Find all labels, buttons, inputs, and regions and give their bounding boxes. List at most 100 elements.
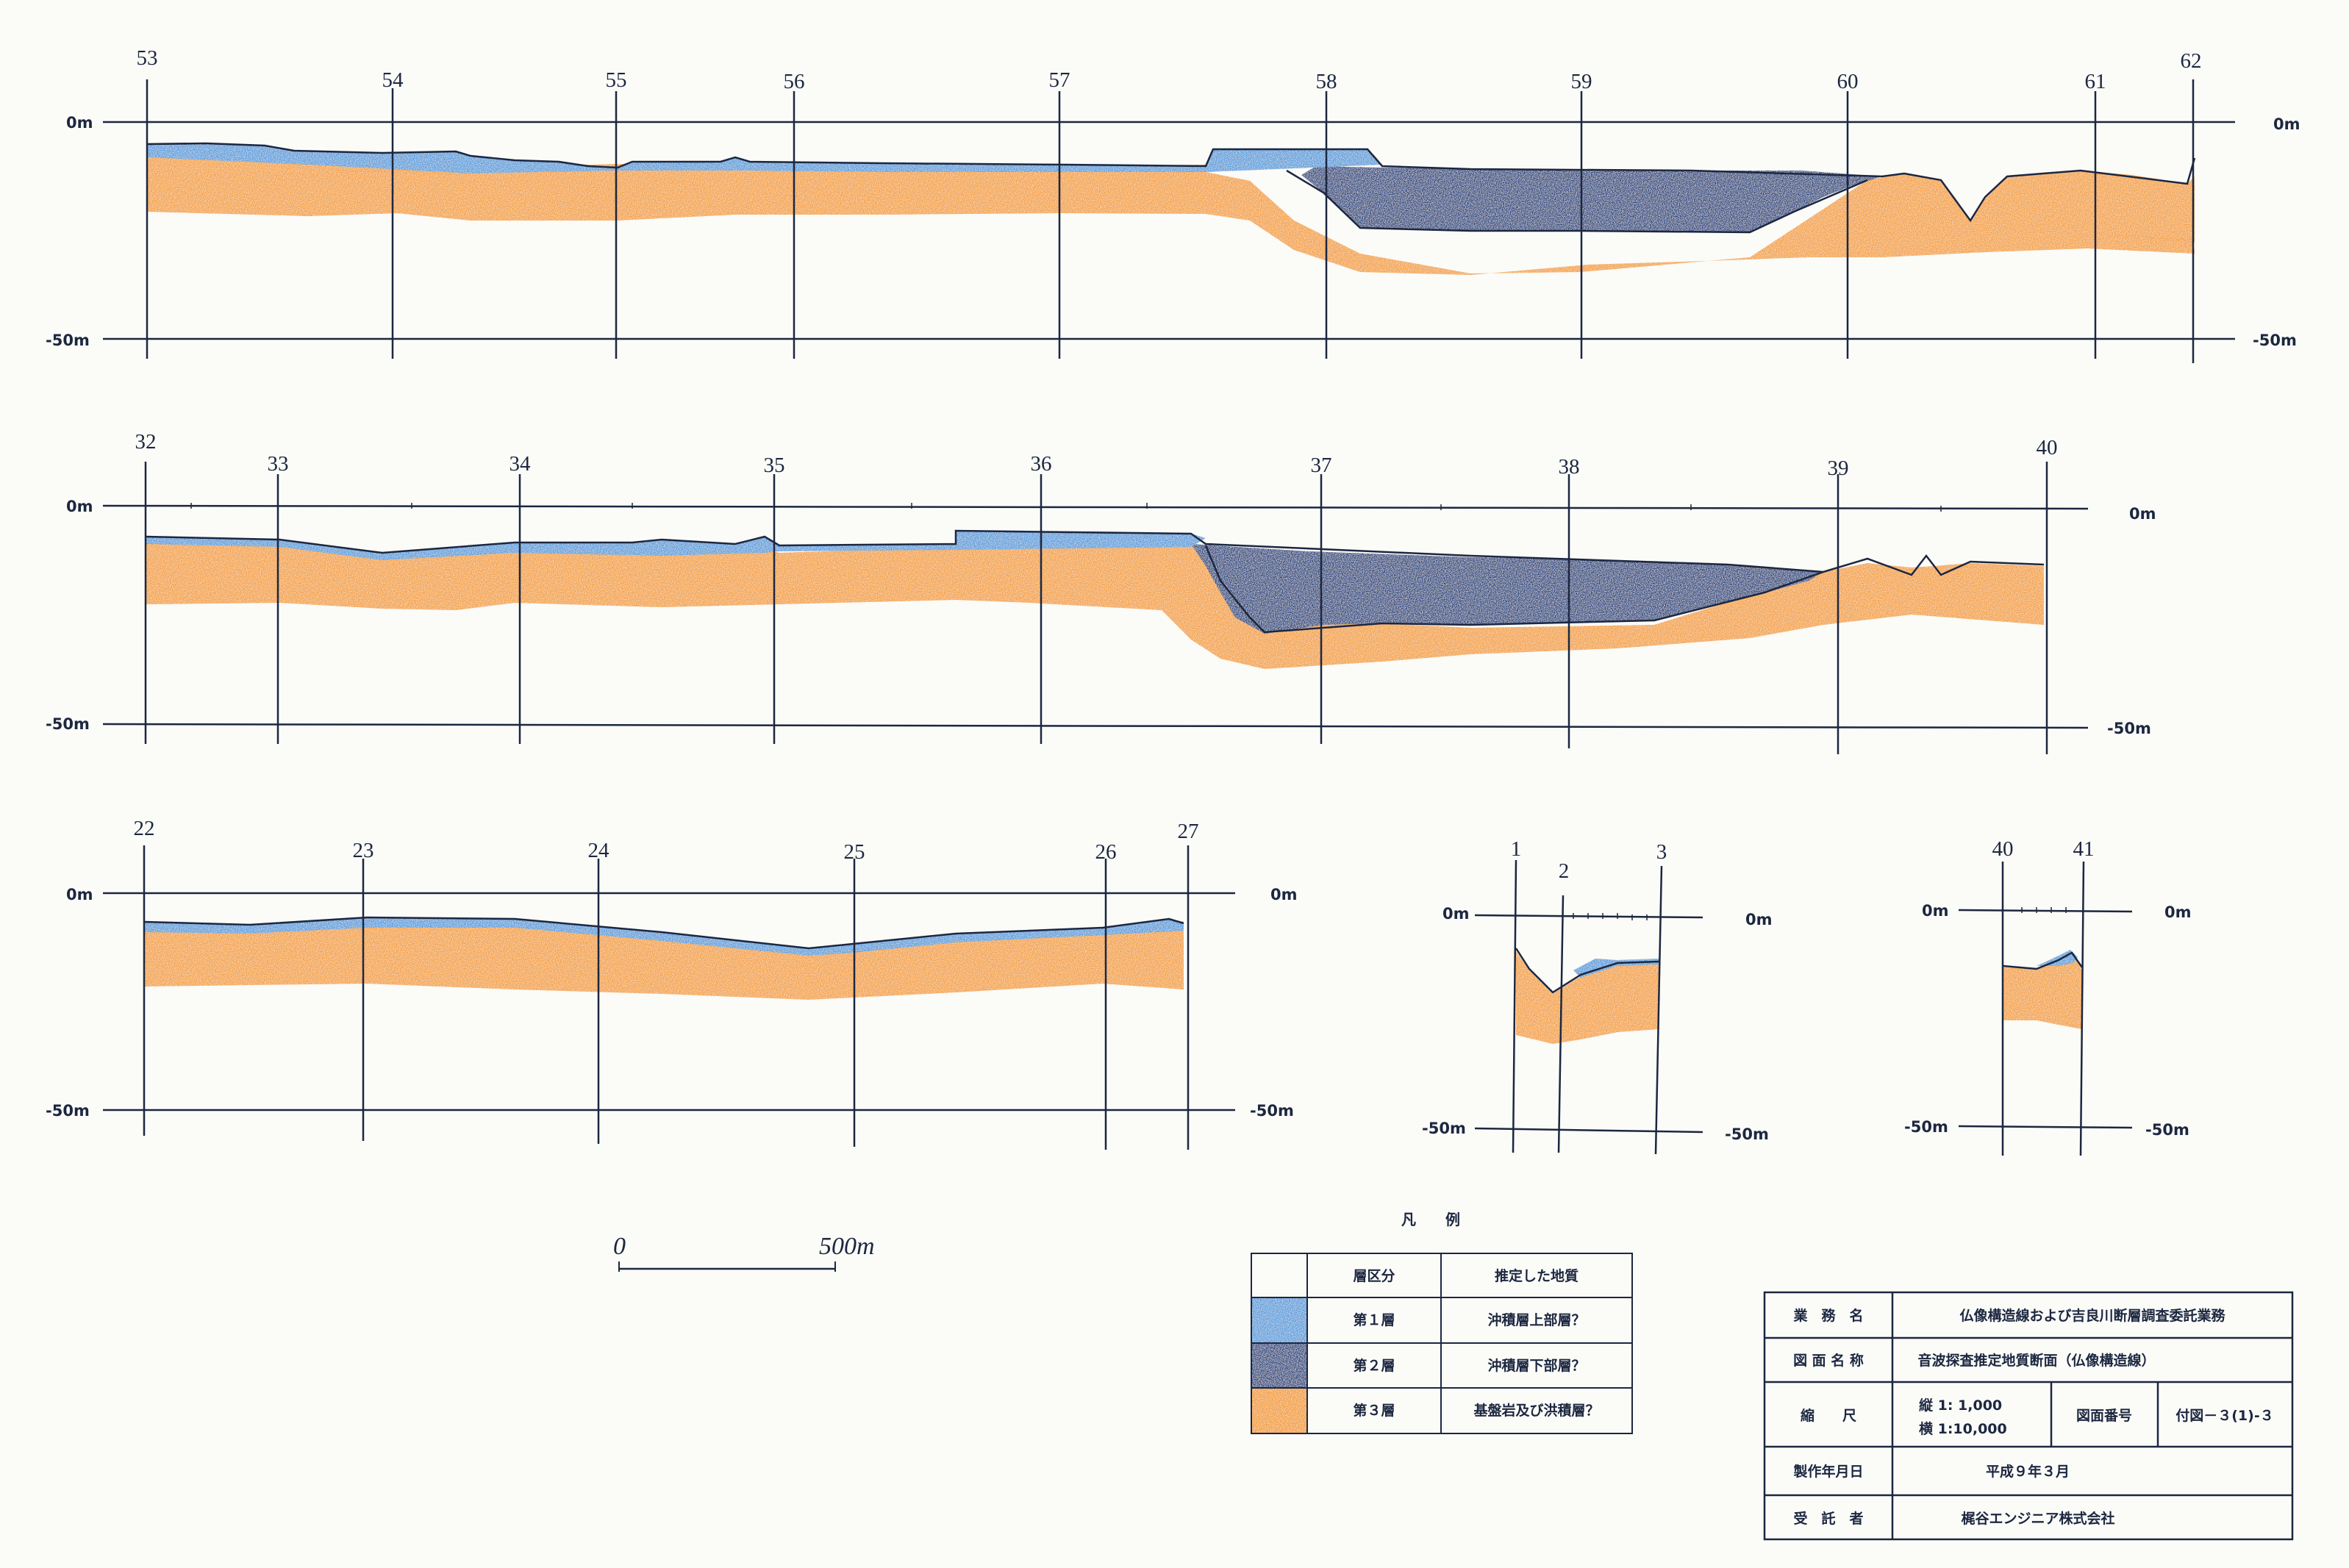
top-tick-marks-d [1573,913,1648,920]
geology-fills [146,531,2044,669]
title-label-drawing-no: 図面番号 [2076,1408,2132,1424]
layer2-fill [1191,544,1823,634]
station-label: 27 [1178,820,1199,843]
station-label: 60 [1837,70,1859,93]
depth-label-50m-left: -50m [1422,1120,1466,1137]
station-labels-d: 1 2 3 [1511,837,1667,883]
layer1-fill [146,531,1206,560]
depth-label-0m-left: 0m [1922,902,1949,920]
depth-labels-a: 0m 0m -50m -50m [46,114,2300,349]
depth-label-0m-right: 0m [2273,115,2300,133]
depth-label-0m-left: 0m [66,498,93,515]
title-value-scale-vertical: 縦 1: 1,000 [1919,1397,2002,1414]
legend-header-layer: 層区分 [1353,1268,1395,1284]
station-label: 22 [134,817,155,840]
title-label-contractor: 受 託 者 [1793,1510,1863,1527]
station-labels-e: 40 41 [1992,837,2095,861]
station-label: 23 [353,839,374,862]
depth-label-50m-left: -50m [46,332,90,349]
depth-label-0m-left: 0m [66,114,93,132]
layer3-fill [147,168,2195,275]
title-block: 業 務 名 仏像構造線および吉良川断層調査委託業務 図 面 名 称 音波探査推定… [1763,1291,2294,1541]
legend-swatch-layer1 [1251,1297,1307,1343]
depth-labels-b: 0m 0m -50m -50m [46,498,2156,737]
station-label: 36 [1031,452,1052,476]
depth-label-50m-right: -50m [2107,720,2151,737]
station-label: 62 [2181,49,2202,73]
layer2-fill [1301,166,1882,232]
legend-row-layer: 第２層 [1353,1357,1395,1374]
layer1-fill [147,143,1382,173]
depth-label-50m-left: -50m [46,715,90,733]
station-label: 38 [1559,455,1580,479]
depth-label-0m-right: 0m [2129,505,2156,523]
title-value-date: 平成９年３月 [1986,1463,2070,1480]
geology-outlines [1515,948,1660,994]
geology-fills [144,917,1184,1000]
station-label: 34 [510,452,532,476]
title-value-scale-horizontal: 横 1:10,000 [1919,1420,2007,1437]
legend-swatch-layer3 [1251,1388,1307,1433]
depth-label-0m-right: 0m [1745,911,1773,928]
legend-header-geology: 推定した地質 [1495,1267,1578,1284]
layer3-fill [146,541,2044,669]
title-block-text: 業 務 名 仏像構造線および吉良川断層調査委託業務 図 面 名 称 音波探査推定… [1792,1307,2273,1527]
layer1-fill [1573,959,1659,978]
legend-row-geology: 基盤岩及び洪積層？ [1473,1402,1599,1419]
title-block-grid [1763,1291,2294,1541]
title-label-date: 製作年月日 [1792,1463,1863,1480]
legend-row-layer: 第３層 [1353,1402,1395,1419]
depth-label-50m-right: -50m [1725,1125,1769,1143]
scale-bar-start: 0 [613,1233,626,1260]
section-b: 32 33 34 35 36 37 38 39 40 0m 0m -50m -5… [46,430,2156,754]
layer3-fill [2003,954,2082,1029]
section-e-frame [1958,861,2133,1156]
station-label: 61 [2085,70,2106,93]
legend-row-layer: 第１層 [1353,1311,1395,1328]
section-d: 1 2 3 0m 0m -50m -50m [1422,837,1773,1155]
legend-swatch-layer2 [1251,1343,1307,1388]
section-e: 40 41 0m 0m -50m -50m [1904,837,2192,1156]
station-label: 56 [784,70,805,93]
section-a: 53 54 55 56 57 58 59 60 61 62 0m 0m -50m… [46,46,2300,363]
depth-labels-d: 0m 0m -50m -50m [1422,905,1773,1143]
geology-outlines [143,916,1184,950]
legend-swatches [1251,1297,1307,1433]
top-tick-marks-b [190,503,1942,512]
title-value-drawing-name: 音波探査推定地質断面（仏像構造線） [1917,1352,2155,1369]
depth-label-0m-left: 0m [1442,905,1470,923]
section-d-frame [1474,859,1703,1155]
station-label: 58 [1316,70,1337,93]
section-c: 22 23 24 25 26 27 0m 0m -50m -50m [46,817,1298,1150]
title-label-drawing-name: 図 面 名 称 [1793,1352,1864,1369]
station-label: 54 [382,68,404,92]
depth-label-0m-right: 0m [1270,886,1298,903]
geology-fills [2003,950,2082,1029]
geology-outlines [146,142,2196,234]
station-label: 57 [1049,68,1070,92]
title-value-drawing-no: 付図－３(1)-３ [2175,1407,2273,1424]
layer3-fill [1516,951,1659,1044]
section-b-frame [102,462,2089,754]
station-label: 37 [1311,454,1332,477]
station-label: 25 [844,840,865,864]
depth-label-0m-right: 0m [2164,903,2192,921]
station-label: 40 [2037,436,2058,459]
station-label: 39 [1828,457,1849,480]
section-c-frame [103,845,1235,1150]
top-tick-marks-e [2021,907,2067,913]
depth-label-50m-left: -50m [1904,1118,1948,1136]
station-label: 2 [1559,859,1570,883]
station-label: 33 [268,452,289,476]
title-value-contractor: 梶谷エンジニア株式会社 [1961,1510,2114,1527]
depth-labels-e: 0m 0m -50m -50m [1904,902,2192,1139]
layer1-fill [144,917,1184,956]
depth-label-50m-right: -50m [2145,1121,2189,1139]
layer3-right [1750,171,2195,257]
station-label: 3 [1656,840,1667,864]
depth-labels-c: 0m 0m -50m -50m [46,886,1298,1120]
station-labels-a: 53 54 55 56 57 58 59 60 61 62 [137,46,2202,93]
geology-fills [147,143,2195,275]
depth-label-0m-left: 0m [66,886,93,903]
